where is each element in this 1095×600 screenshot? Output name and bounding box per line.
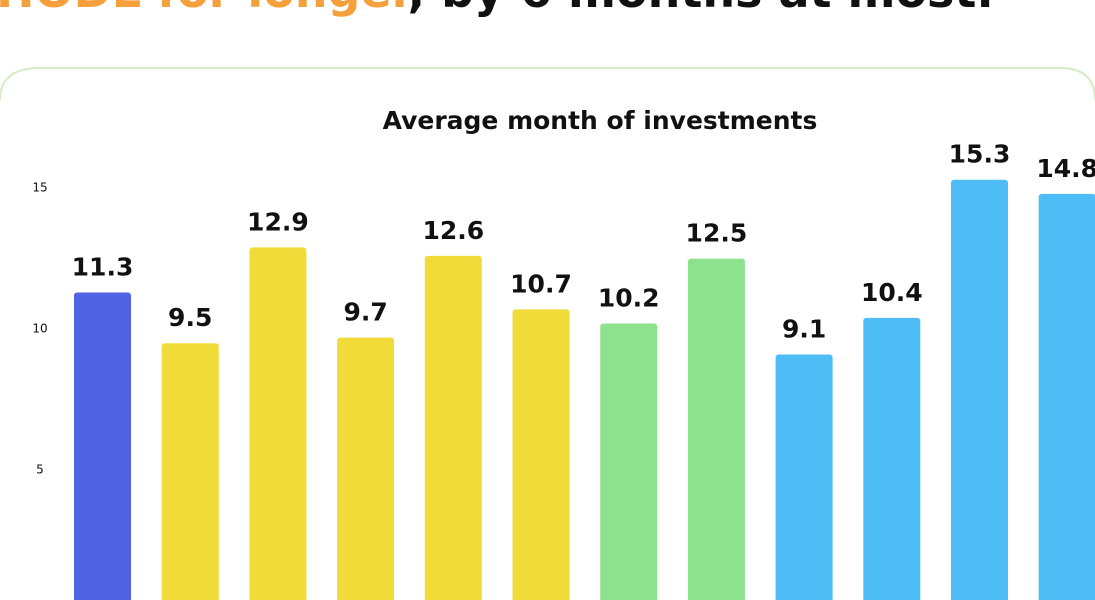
data-label: 12.9 <box>247 207 309 236</box>
bar <box>951 179 1008 600</box>
bar <box>863 317 921 600</box>
data-label: 15.3 <box>949 140 1011 169</box>
bar <box>600 323 658 600</box>
data-label: 12.5 <box>686 219 748 248</box>
data-label: 10.2 <box>598 283 660 312</box>
bar <box>249 247 307 600</box>
data-label: 11.3 <box>72 252 134 281</box>
headline: HODL for longer, by 6 months at most. <box>0 0 994 18</box>
data-label: 10.4 <box>861 278 923 307</box>
y-tick-label: 15 <box>32 181 47 195</box>
bar <box>74 292 131 600</box>
bar <box>775 354 833 600</box>
data-label: 9.5 <box>168 303 212 332</box>
bar <box>161 343 219 600</box>
y-tick-label: 10 <box>32 322 47 336</box>
data-label: 9.7 <box>343 298 387 327</box>
bar <box>687 258 745 600</box>
data-label: 10.7 <box>510 269 572 298</box>
bar <box>512 309 570 600</box>
card-border <box>0 67 1095 101</box>
data-label: 9.1 <box>782 314 826 343</box>
y-tick-label: 5 <box>36 463 44 477</box>
headline-rest: , by 6 months at most. <box>408 0 994 18</box>
data-label: 14.8 <box>1036 154 1095 183</box>
data-label: 12.6 <box>422 216 484 245</box>
bar <box>424 255 482 600</box>
bar <box>1038 193 1095 600</box>
bar <box>337 337 395 600</box>
headline-highlight: HODL for longer <box>0 0 415 18</box>
chart-title: Average month of investments <box>383 106 818 135</box>
